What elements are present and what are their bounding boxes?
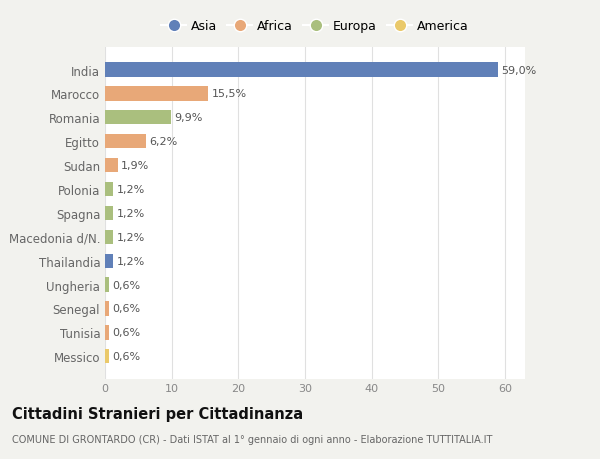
Text: 1,9%: 1,9% <box>121 161 149 171</box>
Text: 1,2%: 1,2% <box>116 208 145 218</box>
Bar <box>105 182 113 197</box>
Bar <box>105 159 118 173</box>
Text: 0,6%: 0,6% <box>112 328 140 338</box>
Bar <box>105 206 113 221</box>
Bar <box>105 230 113 245</box>
Text: 1,2%: 1,2% <box>116 185 145 195</box>
Text: 0,6%: 0,6% <box>112 352 140 362</box>
Legend: Asia, Africa, Europa, America: Asia, Africa, Europa, America <box>158 17 472 35</box>
Text: 6,2%: 6,2% <box>149 137 178 147</box>
Text: 59,0%: 59,0% <box>502 65 537 75</box>
Bar <box>105 302 109 316</box>
Text: 15,5%: 15,5% <box>212 89 247 99</box>
Text: 9,9%: 9,9% <box>175 113 203 123</box>
Text: COMUNE DI GRONTARDO (CR) - Dati ISTAT al 1° gennaio di ogni anno - Elaborazione : COMUNE DI GRONTARDO (CR) - Dati ISTAT al… <box>12 434 493 444</box>
Bar <box>105 111 171 125</box>
Bar <box>105 349 109 364</box>
Bar <box>105 278 109 292</box>
Text: 0,6%: 0,6% <box>112 280 140 290</box>
Bar <box>105 63 499 78</box>
Bar <box>105 135 146 149</box>
Bar <box>105 87 208 101</box>
Bar <box>105 325 109 340</box>
Text: 0,6%: 0,6% <box>112 304 140 314</box>
Text: Cittadini Stranieri per Cittadinanza: Cittadini Stranieri per Cittadinanza <box>12 406 303 421</box>
Bar <box>105 254 113 268</box>
Text: 1,2%: 1,2% <box>116 232 145 242</box>
Text: 1,2%: 1,2% <box>116 256 145 266</box>
